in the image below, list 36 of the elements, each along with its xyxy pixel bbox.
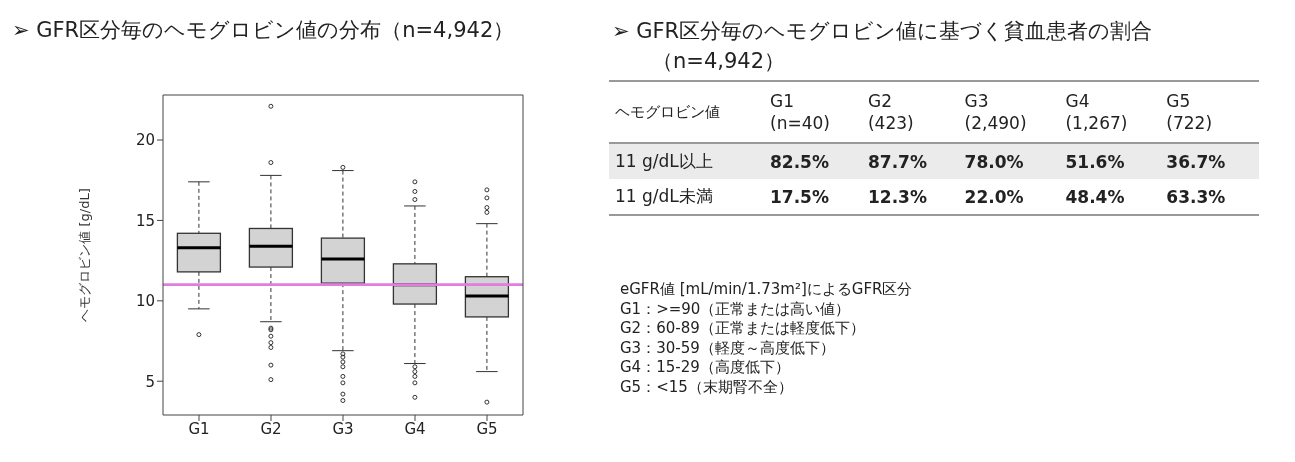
category-label: G4 (1,267) bbox=[1064, 90, 1129, 135]
text: eGFR値 [mL/min/1.73m²]によるGFR区分 bbox=[620, 280, 913, 298]
text: G1：>=90（正常または高い値） bbox=[620, 299, 851, 318]
data-label: 78.0% bbox=[963, 150, 1025, 174]
y-axis-title: ヘモグロビン値 [g/dL] bbox=[76, 188, 92, 322]
text: 11 g/dL未満 bbox=[615, 186, 713, 206]
x-tick-label: G1 bbox=[188, 419, 210, 438]
x-tick-label: G5 bbox=[476, 419, 498, 438]
category-label: G5 (722) bbox=[1165, 90, 1214, 135]
text: G3：30-59（軽度～高度低下） bbox=[620, 338, 835, 357]
chart-title: ➢ GFR区分毎のヘモグロビン値の分布（n=4,942） bbox=[12, 18, 515, 42]
category-label: G1 (n=40) bbox=[769, 90, 831, 135]
x-tick-label: G4 bbox=[404, 419, 426, 438]
data-label: 48.4% bbox=[1064, 185, 1126, 209]
text: G5：<15（末期腎不全） bbox=[620, 377, 793, 396]
legend-title: ヘモグロビン値 bbox=[615, 102, 720, 121]
text: ➢ GFR区分毎のヘモグロビン値に基づく貧血患者の割合（n=4,942） bbox=[612, 19, 1153, 73]
data-label: 87.7% bbox=[866, 150, 928, 174]
data-label: 82.5% bbox=[769, 150, 830, 174]
series-label: 11 g/dL以上 bbox=[615, 151, 713, 171]
category-label: G3 (2,490) bbox=[963, 90, 1028, 135]
data-label: 22.0% bbox=[963, 185, 1025, 209]
x-tick-label: G3 bbox=[332, 419, 354, 438]
y-tick-label: 10 bbox=[135, 292, 155, 311]
data-label: 51.6% bbox=[1064, 150, 1126, 174]
y-tick-label: 20 bbox=[135, 131, 155, 150]
category-label: G2 (423) bbox=[866, 90, 915, 135]
data-label: 12.3% bbox=[866, 185, 928, 209]
text: G2：60-89（正常または軽度低下） bbox=[620, 319, 865, 337]
text: G4：15-29（高度低下） bbox=[620, 358, 790, 376]
x-tick-label: G2 bbox=[260, 419, 282, 438]
data-label: 17.5% bbox=[769, 185, 830, 209]
y-tick-label: 5 bbox=[145, 372, 155, 391]
data-label: 63.3% bbox=[1165, 185, 1227, 209]
data-label: 36.7% bbox=[1165, 150, 1227, 174]
y-tick-label: 15 bbox=[135, 211, 155, 230]
